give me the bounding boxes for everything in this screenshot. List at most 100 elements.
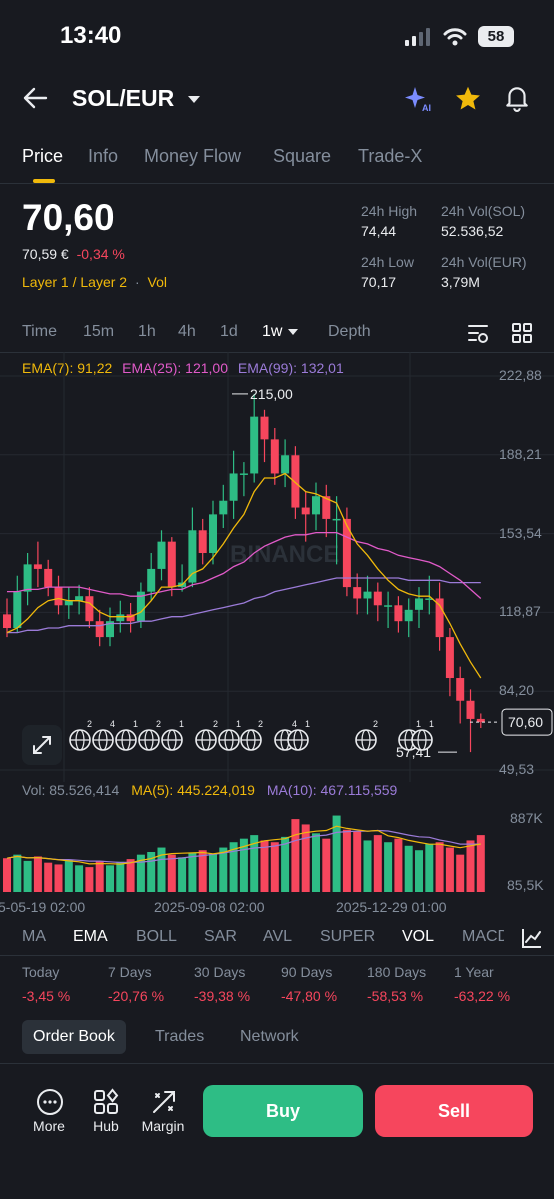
volume-bar [33,856,42,892]
interval-15m[interactable]: 15m [83,323,115,340]
indicator-macd[interactable]: MACD [462,928,510,945]
tag-vol[interactable]: Vol [147,274,167,290]
news-globe-icon: 2 [195,719,218,751]
layout-grid-icon[interactable] [511,322,533,344]
stat-vol-eur: 3,79M [441,274,480,290]
interval-4h[interactable]: 4h [178,323,196,340]
tab-square[interactable]: Square [273,146,332,166]
ema-legend: EMA(7): 91,22 EMA(25): 121,00 EMA(99): 1… [22,360,344,376]
volume-bar [456,854,465,892]
back-arrow-icon[interactable] [22,86,48,110]
hub-icon[interactable] [92,1088,120,1116]
indicator-boll[interactable]: BOLL [136,928,177,945]
sell-button[interactable]: Sell [375,1085,533,1137]
news-globe-icon: 1 [115,719,138,751]
indicator-settings-icon[interactable] [467,322,489,344]
volume-bar [3,858,11,892]
pair-selector[interactable]: SOL/EUR [72,85,201,112]
tab-money-flow[interactable]: Money Flow [144,146,242,166]
tab-order-book[interactable]: Order Book [22,1020,126,1054]
indicator-ma[interactable]: MA [22,928,46,945]
volume-bar [23,860,32,892]
tag-layer[interactable]: Layer 1 / Layer 2 [22,274,128,290]
candle [13,591,22,629]
indicator-sar[interactable]: SAR [204,928,237,945]
last-price-label: 70,60 [508,714,543,730]
perf-value: -20,76 % [108,988,165,1004]
fullscreen-button[interactable] [22,725,62,765]
tab-info[interactable]: Info [88,146,119,166]
volume-bar [373,835,382,892]
volume-bar [147,852,156,892]
candle [322,496,331,519]
interval-depth[interactable]: Depth [328,323,371,340]
ai-sparkle-icon[interactable]: AI [403,84,433,112]
interval-1w[interactable]: 1w [262,323,299,341]
news-globe-icon: 1 [161,719,184,751]
indicator-ema[interactable]: EMA [73,928,108,945]
volume-chart[interactable] [0,800,554,900]
volume-bar [415,850,423,892]
candle [291,455,300,508]
candle [3,614,11,629]
y-tick: 49,53 [499,761,535,777]
candle [363,591,372,599]
volume-bar [198,850,207,892]
volume-bar [229,842,238,892]
chart-tools-button[interactable] [504,920,554,956]
news-count: 2 [258,719,263,729]
news-globe-icon: 2 [138,719,161,751]
perf-label: 30 Days [194,964,246,980]
svg-text:AI: AI [422,103,431,112]
volume-bar [445,847,454,892]
ema99-label: EMA(99): 132,01 [237,360,344,376]
chevron-down-icon [287,329,298,335]
interval-1h[interactable]: 1h [138,323,156,340]
perf-value: -47,80 % [281,988,338,1004]
battery-icon: 58 [478,26,514,47]
indicator-avl[interactable]: AVL [263,928,293,945]
indicator-super[interactable]: SUPER [320,928,376,945]
stat-vol-eur-label: 24h Vol(EUR) [441,254,527,270]
volume-bar [178,857,187,892]
tab-trade-x[interactable]: Trade-X [358,146,423,166]
chart-line-icon [522,929,541,948]
tab-trades[interactable]: Trades [155,1028,205,1045]
hub-label: Hub [93,1118,119,1134]
news-globe-icon: 2 [355,719,378,751]
interval-time[interactable]: Time [22,323,57,340]
tab-price[interactable]: Price [22,146,64,166]
candle [75,596,84,601]
volume-bar [54,864,63,892]
volume-bar [188,852,197,892]
news-globe-icon: 4 [92,719,115,751]
news-count: 1 [236,719,241,729]
volume-ma5-line [6,825,481,865]
volume-bar [157,847,166,892]
candle [116,614,125,622]
bell-icon[interactable] [504,84,530,112]
y-tick: 222,88 [499,367,542,383]
candle [456,678,465,701]
perf-label: 7 Days [108,964,152,980]
tab-network[interactable]: Network [240,1028,299,1045]
favorite-star-icon[interactable] [454,85,482,112]
candle [373,591,382,606]
ema99-line [7,577,481,634]
stat-vol-sol-label: 24h Vol(SOL) [441,203,526,219]
more-icon[interactable] [36,1088,64,1116]
buy-button[interactable]: Buy [203,1085,363,1137]
y-tick: 188,21 [499,445,542,462]
divider [0,1063,554,1064]
volume-bar [219,847,228,892]
interval-1d[interactable]: 1d [220,323,238,340]
indicator-vol[interactable]: VOL [402,928,435,945]
candle [64,600,73,606]
candle [281,455,290,474]
candle [250,416,259,474]
volume-bar [64,860,73,892]
margin-label: Margin [141,1118,185,1134]
perf-label: Today [22,964,60,980]
margin-icon[interactable] [150,1088,178,1116]
